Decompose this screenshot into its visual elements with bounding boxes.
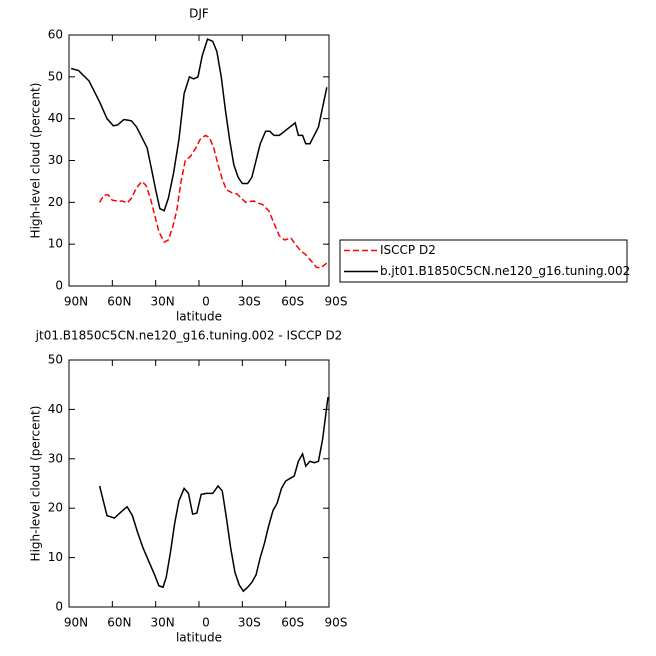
x-tick-label: 0 (202, 616, 210, 630)
chart-title: jt01.B1850C5CN.ne120_g16.tuning.002 - IS… (35, 329, 343, 343)
y-tick-label: 20 (48, 501, 63, 515)
legend-box (339, 239, 628, 283)
x-tick-label: 90N (64, 616, 88, 630)
x-tick-label: 0 (202, 295, 210, 309)
y-tick-label: 40 (48, 402, 63, 416)
data-line (70, 38, 328, 212)
y-axis-label: High-level cloud (percent) (29, 83, 43, 239)
y-tick-label: 0 (55, 279, 63, 293)
x-tick-label: 90S (325, 295, 348, 309)
x-tick-label: 90N (64, 295, 88, 309)
plot-frame (68, 359, 330, 608)
y-tick-label: 10 (48, 550, 63, 564)
y-tick-label: 50 (48, 353, 63, 367)
x-axis-label: latitude (176, 631, 222, 645)
x-tick-label: 60S (281, 616, 304, 630)
y-tick-label: 10 (48, 237, 63, 251)
y-tick-label: 50 (48, 69, 63, 83)
x-tick-label: 30S (238, 616, 261, 630)
x-axis-label: latitude (176, 310, 222, 324)
y-axis-label: High-level cloud (percent) (29, 406, 43, 562)
y-tick-label: 20 (48, 195, 63, 209)
x-tick-label: 60S (281, 295, 304, 309)
data-line (98, 396, 329, 593)
legend-label: ISCCP D2 (380, 243, 436, 257)
y-tick-label: 0 (55, 600, 63, 614)
x-tick-label: 60N (107, 295, 131, 309)
x-tick-label: 90S (325, 616, 348, 630)
x-tick-label: 30N (151, 295, 175, 309)
y-tick-label: 40 (48, 111, 63, 125)
chart-title: DJF (189, 7, 209, 21)
x-tick-label: 30S (238, 295, 261, 309)
y-tick-label: 30 (48, 153, 63, 167)
data-line (98, 134, 328, 269)
x-tick-label: 30N (151, 616, 175, 630)
y-tick-label: 60 (48, 28, 63, 42)
y-tick-label: 30 (48, 451, 63, 465)
x-tick-label: 60N (107, 616, 131, 630)
legend-label: b.jt01.B1850C5CN.ne120_g16.tuning.002 (380, 264, 630, 278)
